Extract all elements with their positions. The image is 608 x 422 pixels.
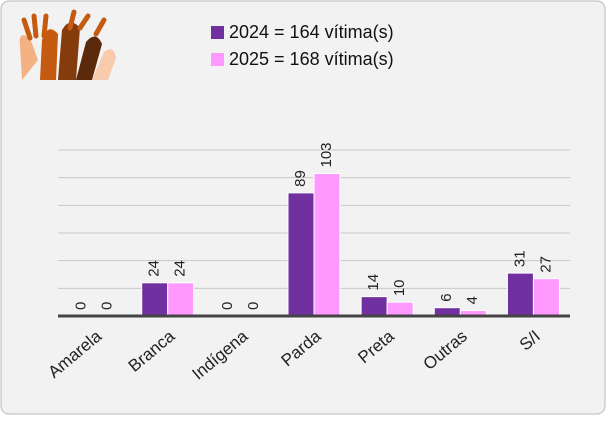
value-label: 10	[391, 279, 408, 296]
legend-swatch	[211, 53, 224, 66]
value-label: 0	[219, 302, 236, 310]
hands-icon	[19, 9, 116, 80]
bar	[313, 173, 341, 317]
bar	[532, 278, 560, 317]
value-label: 27	[537, 256, 554, 273]
bar	[287, 192, 315, 317]
bar	[141, 282, 169, 317]
legend-label: 2025 = 168 vítima(s)	[229, 49, 394, 69]
bar	[167, 282, 195, 317]
legend-swatch	[211, 26, 224, 39]
value-label: 6	[438, 293, 455, 301]
value-label: 0	[99, 302, 116, 310]
value-label: 103	[318, 142, 335, 167]
value-label: 4	[464, 296, 481, 304]
value-label: 31	[511, 250, 528, 267]
bar	[360, 296, 388, 317]
value-label: 0	[73, 302, 90, 310]
value-label: 24	[146, 260, 163, 277]
value-label: 89	[292, 170, 309, 187]
bar	[506, 272, 534, 317]
legend-label: 2024 = 164 vítima(s)	[229, 22, 394, 42]
value-label: 0	[245, 302, 262, 310]
bar	[386, 301, 414, 317]
value-label: 14	[365, 274, 382, 291]
value-label: 24	[172, 260, 189, 277]
